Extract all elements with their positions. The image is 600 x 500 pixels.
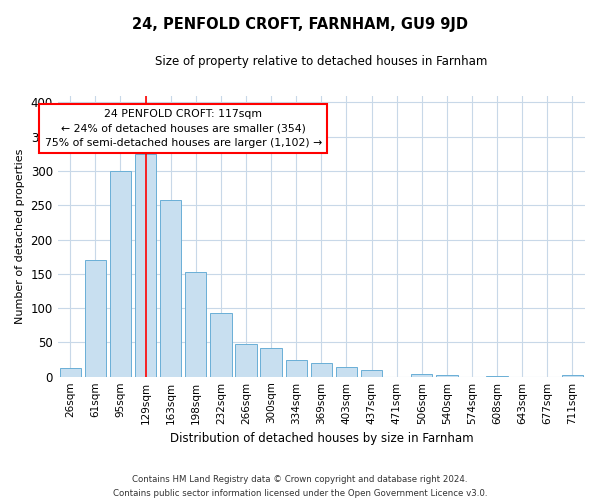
Bar — [311, 363, 332, 376]
Bar — [135, 154, 156, 376]
Bar — [361, 370, 382, 376]
Text: Contains HM Land Registry data © Crown copyright and database right 2024.
Contai: Contains HM Land Registry data © Crown c… — [113, 476, 487, 498]
Bar — [336, 367, 357, 376]
Bar — [185, 272, 206, 376]
Bar — [110, 171, 131, 376]
Bar — [286, 360, 307, 376]
Bar — [411, 374, 433, 376]
Y-axis label: Number of detached properties: Number of detached properties — [15, 148, 25, 324]
X-axis label: Distribution of detached houses by size in Farnham: Distribution of detached houses by size … — [170, 432, 473, 445]
Text: 24 PENFOLD CROFT: 117sqm
← 24% of detached houses are smaller (354)
75% of semi-: 24 PENFOLD CROFT: 117sqm ← 24% of detach… — [44, 110, 322, 148]
Text: 24, PENFOLD CROFT, FARNHAM, GU9 9JD: 24, PENFOLD CROFT, FARNHAM, GU9 9JD — [132, 18, 468, 32]
Bar — [85, 260, 106, 376]
Bar — [260, 348, 282, 376]
Bar — [210, 313, 232, 376]
Bar — [160, 200, 181, 376]
Bar — [235, 344, 257, 376]
Title: Size of property relative to detached houses in Farnham: Size of property relative to detached ho… — [155, 55, 488, 68]
Bar — [59, 368, 81, 376]
